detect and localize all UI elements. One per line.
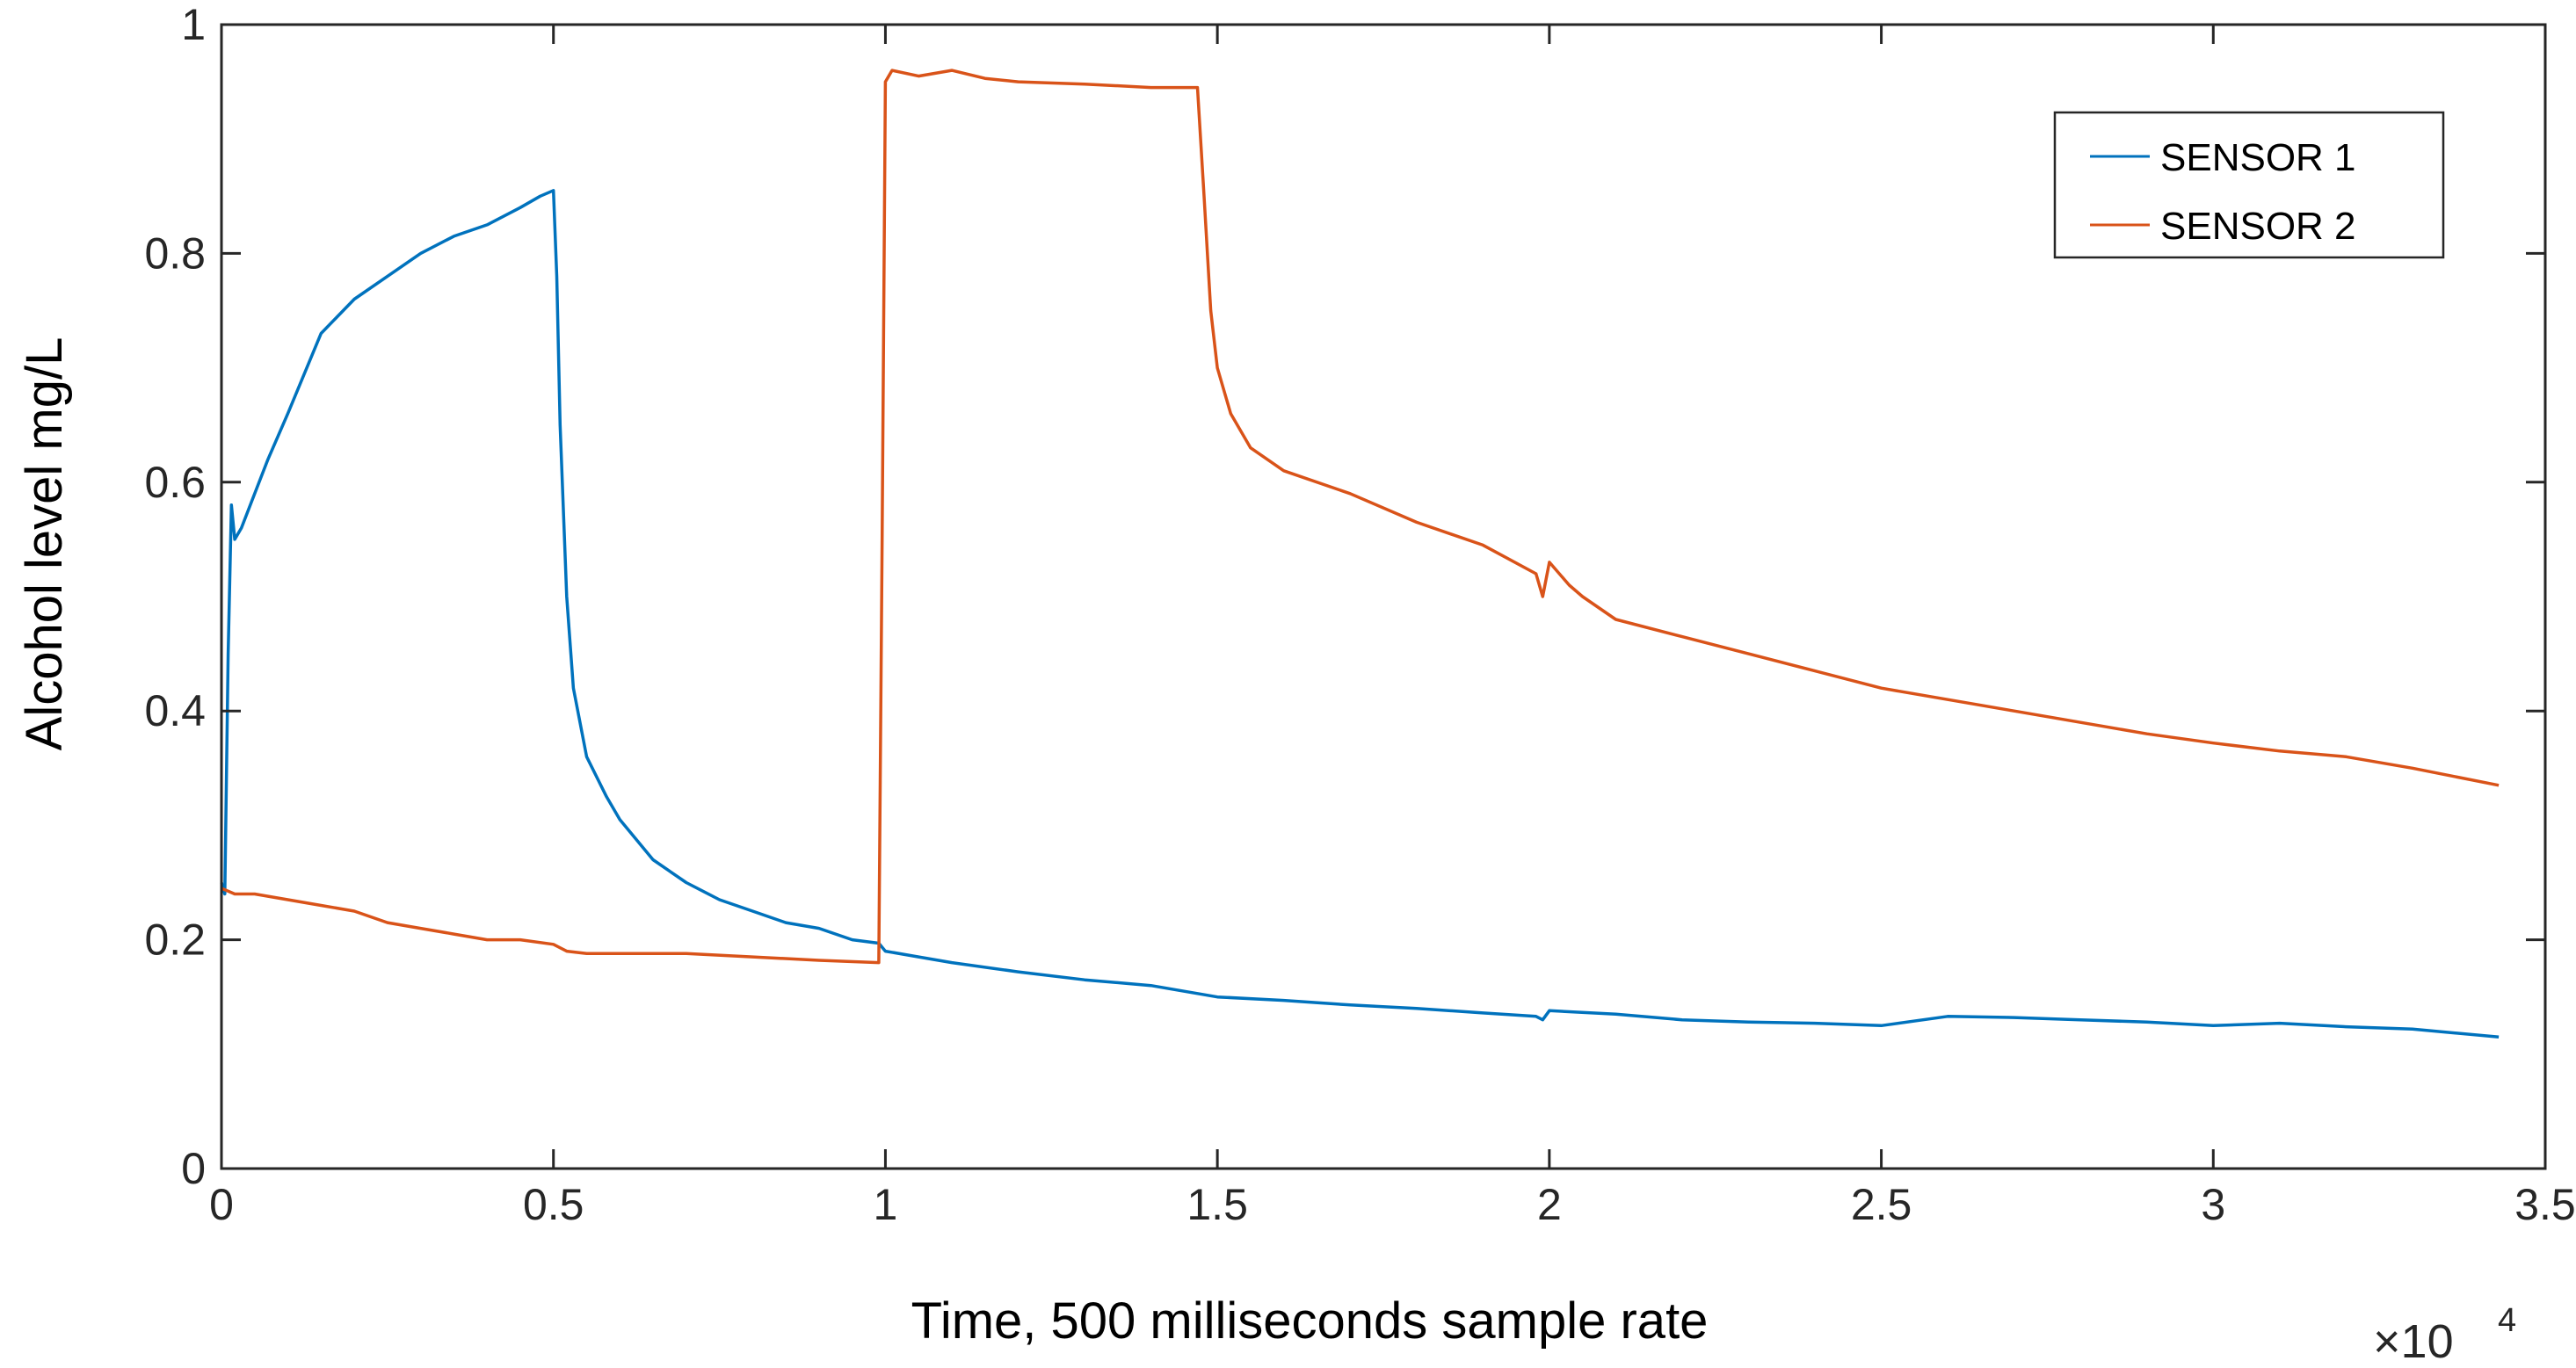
y-tick-label: 0.4: [144, 686, 206, 735]
x-axis-exponent-base: ×10: [2373, 1315, 2454, 1368]
x-tick-label: 1.5: [1186, 1180, 1248, 1229]
y-tick-label: 0.8: [144, 228, 206, 278]
x-tick-label: 0: [209, 1180, 234, 1229]
series-line-sensor-2: [221, 69, 2500, 965]
legend: SENSOR 1 SENSOR 2: [2053, 111, 2445, 259]
legend-label-sensor-1: SENSOR 1: [2160, 136, 2356, 179]
y-axis-title: Alcohol level mg/L: [16, 337, 73, 751]
tick-layer: 0 0.5 1 1.5 2 2.5 3 3.5 0 0.2 0.4 0.6 0.8 1: [144, 0, 2575, 1229]
y-tick-label: 1: [181, 0, 206, 49]
series-line-sensor-1: [220, 189, 2500, 1039]
series-layer: [220, 69, 2500, 1039]
x-tick-label: 2: [1537, 1180, 1562, 1229]
y-tick-label: 0: [181, 1144, 206, 1193]
x-axis-exponent-power: 4: [2498, 1302, 2516, 1339]
x-tick-label: 2.5: [1851, 1180, 1912, 1229]
y-tick-label: 0.2: [144, 916, 206, 965]
y-tick-label: 0.6: [144, 458, 206, 507]
x-axis-exponent: ×10 4: [2373, 1302, 2516, 1368]
legend-label-sensor-2: SENSOR 2: [2160, 205, 2356, 248]
x-tick-label: 3: [2201, 1180, 2225, 1229]
x-tick-label: 3.5: [2514, 1180, 2576, 1229]
x-tick-label: 0.5: [523, 1180, 584, 1229]
legend-box: [2053, 111, 2445, 259]
x-tick-label: 1: [874, 1180, 898, 1229]
plot-area-border: [220, 23, 2547, 1170]
x-axis-title: Time, 500 milliseconds sample rate: [911, 1292, 1709, 1350]
